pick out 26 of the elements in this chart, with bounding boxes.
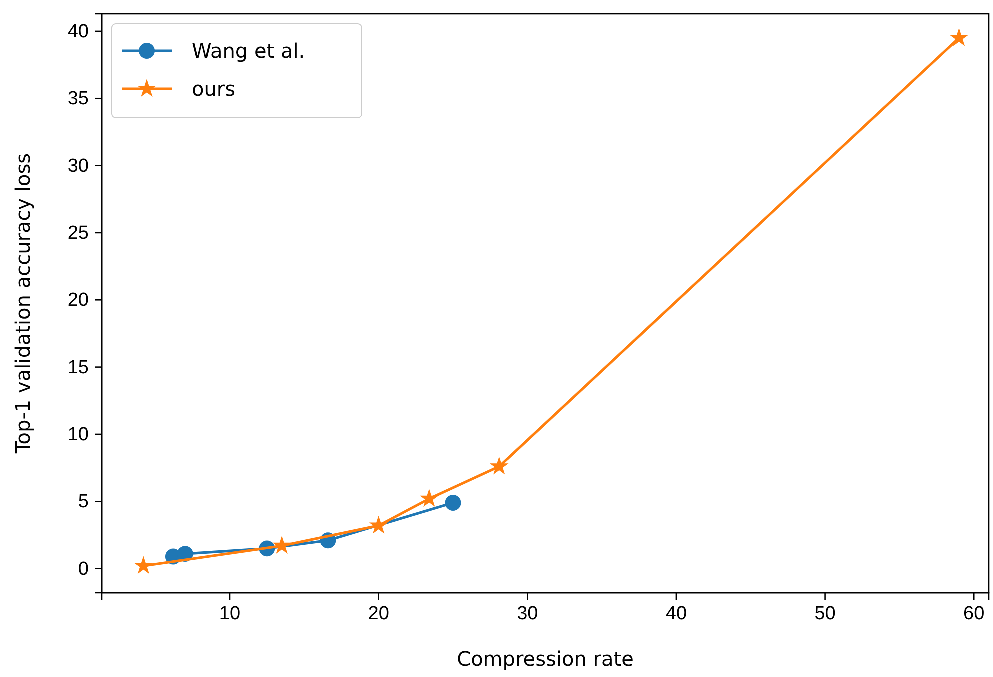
y-axis-title: Top-1 validation accuracy loss [11,153,35,455]
y-tick-label: 20 [68,290,89,312]
point [445,495,462,511]
x-tick-label: 40 [666,603,688,624]
y-tick-label: 5 [78,492,89,513]
y-tick-label: 15 [68,357,89,378]
point [490,456,509,475]
y-tick-label: 0 [78,558,89,580]
x-tick-label: 20 [368,603,390,624]
point [369,516,388,534]
x-axis-title: Compression rate [457,647,634,671]
point [420,489,439,507]
point [950,28,969,46]
legend-label: Wang et al. [192,39,306,63]
y-tick-label: 30 [68,156,89,177]
x-tick-label: 30 [517,603,538,624]
point [134,556,154,574]
y-tick-label: 40 [68,22,89,43]
y-tick-label: 35 [68,88,89,110]
y-tick-label: 25 [68,223,89,244]
x-tick-label: 60 [964,603,985,624]
legend-label: ours [192,77,236,101]
point [272,536,292,554]
y-tick-label: 10 [68,424,89,446]
x-tick-label: 50 [814,603,836,624]
x-tick-label: 10 [219,603,241,624]
